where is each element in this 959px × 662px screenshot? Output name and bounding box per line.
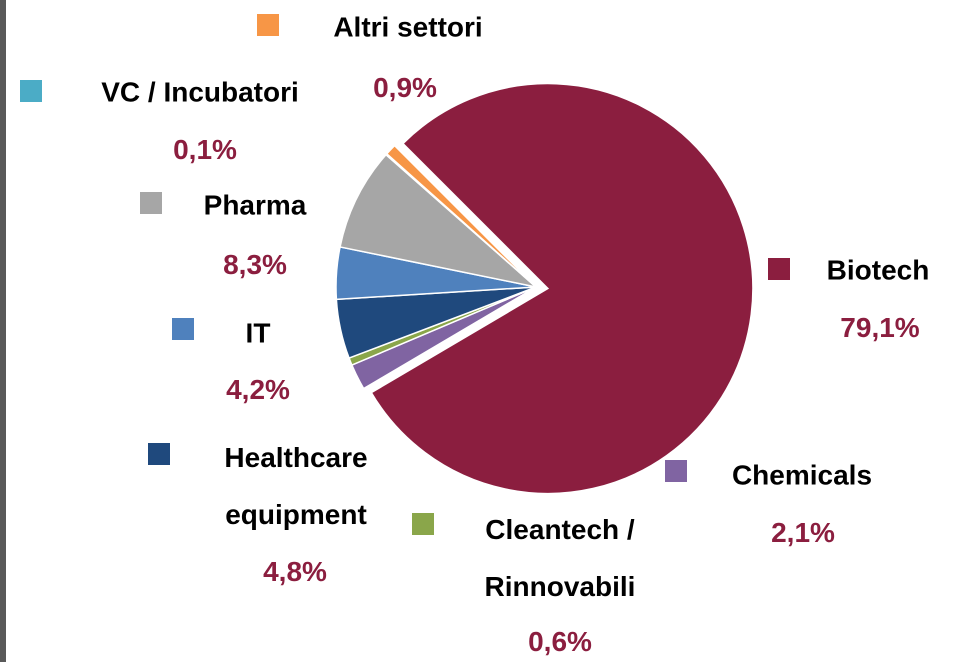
legend-swatch bbox=[768, 258, 790, 280]
value-label: 2,1% bbox=[771, 517, 835, 548]
slice-label: VC / Incubatori bbox=[101, 76, 299, 108]
value-label: 79,1% bbox=[840, 312, 920, 343]
legend-swatch bbox=[665, 460, 687, 482]
slice-label: Altri settori bbox=[333, 11, 483, 43]
value-label: 0,9% bbox=[373, 72, 437, 103]
slice-label: Healthcare equipment bbox=[224, 442, 368, 530]
legend-swatch bbox=[412, 513, 434, 535]
slice-label: IT bbox=[245, 317, 271, 349]
value-label: 0,1% bbox=[173, 134, 237, 165]
slice-label: Biotech bbox=[826, 254, 930, 286]
value-label: 8,3% bbox=[223, 249, 287, 280]
value-label: 0,6% bbox=[528, 626, 592, 657]
left-border bbox=[0, 0, 6, 662]
legend-swatch bbox=[148, 443, 170, 465]
legend-swatch bbox=[257, 14, 279, 36]
slice-label: Cleantech / Rinnovabili bbox=[484, 514, 636, 602]
slice-label: Pharma bbox=[203, 189, 307, 221]
legend-swatch bbox=[20, 80, 42, 102]
pie-slice bbox=[339, 153, 539, 289]
pie-slice bbox=[385, 144, 537, 288]
pie-slice bbox=[370, 82, 754, 495]
value-label: 4,8% bbox=[263, 556, 327, 587]
slice-label: Chemicals bbox=[731, 459, 873, 491]
legend-swatch bbox=[140, 192, 162, 214]
value-label: 4,2% bbox=[226, 374, 290, 405]
legend-swatch bbox=[172, 318, 194, 340]
